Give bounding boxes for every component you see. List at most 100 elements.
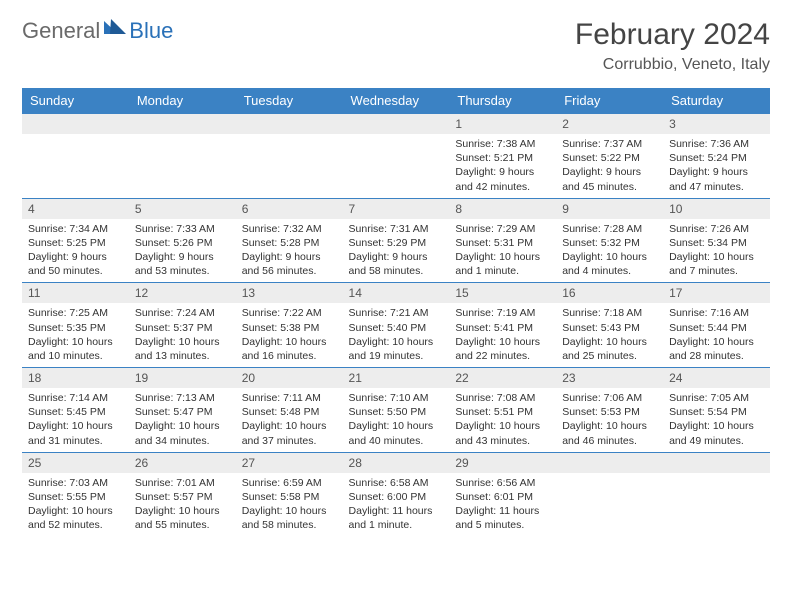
day-number: 12 bbox=[129, 283, 236, 303]
day-number: 17 bbox=[663, 283, 770, 303]
calendar-cell bbox=[129, 114, 236, 199]
calendar-cell: 19Sunrise: 7:13 AMSunset: 5:47 PMDayligh… bbox=[129, 368, 236, 453]
day-number-empty bbox=[343, 114, 450, 134]
day-detail: Sunrise: 7:33 AMSunset: 5:26 PMDaylight:… bbox=[129, 219, 236, 283]
calendar-cell: 29Sunrise: 6:56 AMSunset: 6:01 PMDayligh… bbox=[449, 452, 556, 536]
day-detail: Sunrise: 7:36 AMSunset: 5:24 PMDaylight:… bbox=[663, 134, 770, 198]
day-detail: Sunrise: 6:58 AMSunset: 6:00 PMDaylight:… bbox=[343, 473, 450, 537]
calendar-cell bbox=[556, 452, 663, 536]
weekday-header: Tuesday bbox=[236, 88, 343, 114]
day-number: 10 bbox=[663, 199, 770, 219]
calendar-cell: 7Sunrise: 7:31 AMSunset: 5:29 PMDaylight… bbox=[343, 198, 450, 283]
day-detail: Sunrise: 7:01 AMSunset: 5:57 PMDaylight:… bbox=[129, 473, 236, 537]
weekday-header: Sunday bbox=[22, 88, 129, 114]
day-detail: Sunrise: 7:28 AMSunset: 5:32 PMDaylight:… bbox=[556, 219, 663, 283]
day-detail: Sunrise: 7:37 AMSunset: 5:22 PMDaylight:… bbox=[556, 134, 663, 198]
calendar-cell: 1Sunrise: 7:38 AMSunset: 5:21 PMDaylight… bbox=[449, 114, 556, 199]
month-title: February 2024 bbox=[575, 18, 770, 52]
day-number: 21 bbox=[343, 368, 450, 388]
calendar-cell: 20Sunrise: 7:11 AMSunset: 5:48 PMDayligh… bbox=[236, 368, 343, 453]
day-detail: Sunrise: 7:18 AMSunset: 5:43 PMDaylight:… bbox=[556, 303, 663, 367]
day-detail: Sunrise: 7:05 AMSunset: 5:54 PMDaylight:… bbox=[663, 388, 770, 452]
day-detail: Sunrise: 7:31 AMSunset: 5:29 PMDaylight:… bbox=[343, 219, 450, 283]
page-header: General Blue February 2024 Corrubbio, Ve… bbox=[22, 18, 770, 74]
calendar-cell: 25Sunrise: 7:03 AMSunset: 5:55 PMDayligh… bbox=[22, 452, 129, 536]
calendar-row: 18Sunrise: 7:14 AMSunset: 5:45 PMDayligh… bbox=[22, 368, 770, 453]
brand-triangle-icon bbox=[104, 14, 126, 40]
location-label: Corrubbio, Veneto, Italy bbox=[575, 56, 770, 74]
day-detail: Sunrise: 7:10 AMSunset: 5:50 PMDaylight:… bbox=[343, 388, 450, 452]
brand-blue: Blue bbox=[129, 18, 173, 44]
calendar-row: 25Sunrise: 7:03 AMSunset: 5:55 PMDayligh… bbox=[22, 452, 770, 536]
day-number: 20 bbox=[236, 368, 343, 388]
calendar-table: SundayMondayTuesdayWednesdayThursdayFrid… bbox=[22, 88, 770, 536]
calendar-cell: 27Sunrise: 6:59 AMSunset: 5:58 PMDayligh… bbox=[236, 452, 343, 536]
day-number: 13 bbox=[236, 283, 343, 303]
weekday-header: Monday bbox=[129, 88, 236, 114]
calendar-cell: 11Sunrise: 7:25 AMSunset: 5:35 PMDayligh… bbox=[22, 283, 129, 368]
day-number: 14 bbox=[343, 283, 450, 303]
day-number: 22 bbox=[449, 368, 556, 388]
day-detail: Sunrise: 7:22 AMSunset: 5:38 PMDaylight:… bbox=[236, 303, 343, 367]
day-number: 1 bbox=[449, 114, 556, 134]
brand-logo: General Blue bbox=[22, 18, 173, 44]
calendar-cell: 5Sunrise: 7:33 AMSunset: 5:26 PMDaylight… bbox=[129, 198, 236, 283]
calendar-cell: 10Sunrise: 7:26 AMSunset: 5:34 PMDayligh… bbox=[663, 198, 770, 283]
calendar-cell: 2Sunrise: 7:37 AMSunset: 5:22 PMDaylight… bbox=[556, 114, 663, 199]
day-number: 28 bbox=[343, 453, 450, 473]
day-number: 16 bbox=[556, 283, 663, 303]
day-detail: Sunrise: 7:08 AMSunset: 5:51 PMDaylight:… bbox=[449, 388, 556, 452]
day-number: 19 bbox=[129, 368, 236, 388]
day-detail: Sunrise: 7:16 AMSunset: 5:44 PMDaylight:… bbox=[663, 303, 770, 367]
day-number-empty bbox=[129, 114, 236, 134]
day-detail: Sunrise: 7:34 AMSunset: 5:25 PMDaylight:… bbox=[22, 219, 129, 283]
calendar-cell: 17Sunrise: 7:16 AMSunset: 5:44 PMDayligh… bbox=[663, 283, 770, 368]
calendar-cell: 4Sunrise: 7:34 AMSunset: 5:25 PMDaylight… bbox=[22, 198, 129, 283]
day-detail: Sunrise: 7:24 AMSunset: 5:37 PMDaylight:… bbox=[129, 303, 236, 367]
day-detail: Sunrise: 7:14 AMSunset: 5:45 PMDaylight:… bbox=[22, 388, 129, 452]
day-number: 23 bbox=[556, 368, 663, 388]
day-detail: Sunrise: 7:38 AMSunset: 5:21 PMDaylight:… bbox=[449, 134, 556, 198]
calendar-cell: 24Sunrise: 7:05 AMSunset: 5:54 PMDayligh… bbox=[663, 368, 770, 453]
calendar-row: 11Sunrise: 7:25 AMSunset: 5:35 PMDayligh… bbox=[22, 283, 770, 368]
calendar-row: 1Sunrise: 7:38 AMSunset: 5:21 PMDaylight… bbox=[22, 114, 770, 199]
day-number-empty bbox=[556, 453, 663, 473]
day-detail: Sunrise: 7:06 AMSunset: 5:53 PMDaylight:… bbox=[556, 388, 663, 452]
day-number: 15 bbox=[449, 283, 556, 303]
calendar-cell: 14Sunrise: 7:21 AMSunset: 5:40 PMDayligh… bbox=[343, 283, 450, 368]
day-detail: Sunrise: 7:03 AMSunset: 5:55 PMDaylight:… bbox=[22, 473, 129, 537]
weekday-header: Friday bbox=[556, 88, 663, 114]
calendar-cell bbox=[343, 114, 450, 199]
day-detail: Sunrise: 7:21 AMSunset: 5:40 PMDaylight:… bbox=[343, 303, 450, 367]
day-detail: Sunrise: 7:19 AMSunset: 5:41 PMDaylight:… bbox=[449, 303, 556, 367]
calendar-cell: 18Sunrise: 7:14 AMSunset: 5:45 PMDayligh… bbox=[22, 368, 129, 453]
day-number-empty bbox=[22, 114, 129, 134]
day-number: 29 bbox=[449, 453, 556, 473]
calendar-cell: 6Sunrise: 7:32 AMSunset: 5:28 PMDaylight… bbox=[236, 198, 343, 283]
day-number: 4 bbox=[22, 199, 129, 219]
day-detail: Sunrise: 7:32 AMSunset: 5:28 PMDaylight:… bbox=[236, 219, 343, 283]
day-detail: Sunrise: 7:29 AMSunset: 5:31 PMDaylight:… bbox=[449, 219, 556, 283]
calendar-cell: 22Sunrise: 7:08 AMSunset: 5:51 PMDayligh… bbox=[449, 368, 556, 453]
day-number: 2 bbox=[556, 114, 663, 134]
day-number: 3 bbox=[663, 114, 770, 134]
calendar-cell bbox=[236, 114, 343, 199]
day-number: 7 bbox=[343, 199, 450, 219]
calendar-cell: 15Sunrise: 7:19 AMSunset: 5:41 PMDayligh… bbox=[449, 283, 556, 368]
calendar-cell: 23Sunrise: 7:06 AMSunset: 5:53 PMDayligh… bbox=[556, 368, 663, 453]
day-number: 9 bbox=[556, 199, 663, 219]
day-number-empty bbox=[663, 453, 770, 473]
day-number: 25 bbox=[22, 453, 129, 473]
day-detail: Sunrise: 7:11 AMSunset: 5:48 PMDaylight:… bbox=[236, 388, 343, 452]
calendar-row: 4Sunrise: 7:34 AMSunset: 5:25 PMDaylight… bbox=[22, 198, 770, 283]
day-number: 18 bbox=[22, 368, 129, 388]
calendar-cell: 26Sunrise: 7:01 AMSunset: 5:57 PMDayligh… bbox=[129, 452, 236, 536]
day-number: 5 bbox=[129, 199, 236, 219]
calendar-cell: 12Sunrise: 7:24 AMSunset: 5:37 PMDayligh… bbox=[129, 283, 236, 368]
day-number: 6 bbox=[236, 199, 343, 219]
day-detail: Sunrise: 7:25 AMSunset: 5:35 PMDaylight:… bbox=[22, 303, 129, 367]
day-number: 26 bbox=[129, 453, 236, 473]
day-detail: Sunrise: 7:26 AMSunset: 5:34 PMDaylight:… bbox=[663, 219, 770, 283]
calendar-cell: 21Sunrise: 7:10 AMSunset: 5:50 PMDayligh… bbox=[343, 368, 450, 453]
calendar-cell: 16Sunrise: 7:18 AMSunset: 5:43 PMDayligh… bbox=[556, 283, 663, 368]
